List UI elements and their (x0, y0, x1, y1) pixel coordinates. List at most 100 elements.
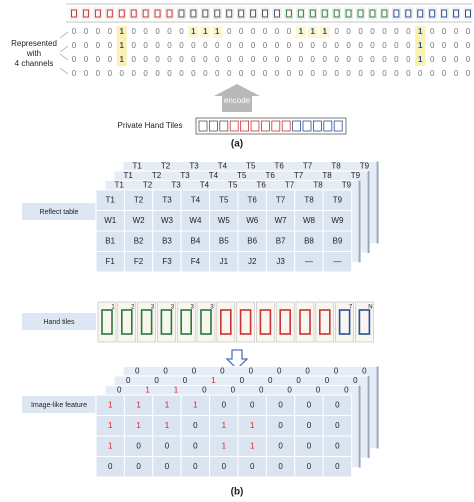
label-box (22, 203, 96, 220)
tile (295, 301, 315, 343)
matrix-cell: 0 (72, 69, 77, 78)
channel-bracket (59, 31, 69, 75)
table-cell: 0 (278, 400, 283, 409)
matrix-cell: 0 (454, 69, 459, 78)
tile-glyph (273, 9, 280, 18)
table-cell: 1 (165, 400, 170, 409)
tile-mark: N (368, 305, 372, 311)
tile (256, 301, 275, 343)
matrix-cell: 0 (84, 55, 89, 64)
hand-tiles (198, 120, 343, 132)
table-cell: T1 (106, 195, 116, 204)
matrix-cell: 0 (263, 55, 268, 64)
matrix-cell: 1 (418, 41, 423, 50)
matrix-cell: 0 (382, 41, 387, 50)
matrix-cell: 0 (430, 41, 435, 50)
table-cell: B3 (162, 236, 172, 245)
tile-glyph (220, 309, 232, 335)
matrix-cell: 0 (227, 41, 232, 50)
table-cell: 0 (287, 386, 292, 395)
matrix-cell: 0 (108, 27, 113, 36)
tile (236, 301, 255, 343)
matrix-cell: 0 (227, 69, 232, 78)
tile-mark: 3 (151, 305, 155, 311)
tile-glyph (312, 120, 322, 132)
tile-icon (427, 7, 437, 20)
table-cell: T5 (237, 171, 247, 180)
tile-glyph (82, 9, 89, 18)
table-cell: B8 (304, 236, 314, 245)
tile-glyph (250, 120, 260, 132)
tile-glyph (357, 9, 364, 18)
matrix-cell: 0 (131, 41, 136, 50)
matrix-cell: 0 (275, 41, 280, 50)
tile-glyph (71, 9, 77, 18)
table-cell: W2 (133, 216, 146, 225)
table-cell: W5 (218, 216, 231, 225)
matrix-cell: 0 (394, 69, 399, 78)
table-cell: 0 (163, 367, 168, 376)
matrix-cell: 0 (358, 55, 363, 64)
tile-glyph (318, 309, 331, 335)
tile-glyph (140, 309, 153, 335)
tile-icon (141, 7, 150, 20)
matrix-cell: 0 (418, 69, 423, 78)
tile-icon (105, 7, 115, 20)
table-layer-shadow (376, 366, 379, 449)
tile-glyph (240, 120, 250, 132)
matrix-cell: 0 (96, 69, 101, 78)
matrix-cell: 0 (167, 55, 172, 64)
tile-mark: 7 (349, 305, 353, 311)
matrix-cell: 1 (418, 55, 423, 64)
table-cell: F1 (106, 257, 116, 266)
matrix-cell: 0 (179, 69, 184, 78)
tile-glyph (219, 120, 229, 132)
tile-glyph (297, 9, 304, 18)
tile-glyph (309, 9, 316, 18)
table-cell: T9 (351, 171, 361, 180)
table-layer-shadow (367, 171, 370, 253)
matrix-cell: 0 (84, 41, 89, 50)
matrix-cell: 0 (454, 27, 459, 36)
tile-glyph (281, 120, 291, 132)
table-cell: T5 (228, 181, 238, 190)
tile-glyph (299, 309, 311, 335)
matrix-cell: 0 (72, 27, 77, 36)
matrix-cell: 0 (275, 55, 280, 64)
channel-label: Represented (11, 39, 57, 48)
table-cell: B2 (134, 236, 144, 245)
matrix-cell: 0 (358, 69, 363, 78)
table-cell: 1 (136, 400, 141, 409)
encode-arrow (214, 84, 260, 112)
table-cell: 0 (305, 367, 310, 376)
matrix-cell: 0 (143, 41, 148, 50)
tile-glyph (239, 309, 252, 335)
matrix-cell: 1 (299, 27, 304, 36)
table-cell: 0 (316, 386, 321, 395)
tile-glyph (405, 9, 412, 18)
tile-glyph (285, 9, 292, 18)
tile-glyph (417, 9, 424, 18)
matrix-cell: 0 (203, 55, 208, 64)
matrix-cell: 0 (346, 27, 351, 36)
table-cell: B6 (247, 236, 257, 245)
table-cell: J2 (248, 257, 257, 266)
table-cell: 1 (193, 400, 198, 409)
table-cell: 0 (250, 400, 255, 409)
matrix-cell: 0 (131, 27, 136, 36)
matrix-cell: 0 (311, 41, 316, 50)
tile-glyph (154, 9, 161, 18)
table-cell: T2 (143, 181, 153, 190)
table-cell: 0 (362, 367, 367, 376)
matrix-cell: 0 (358, 27, 363, 36)
table-cell: — (333, 257, 341, 266)
table-cell: 0 (220, 367, 225, 376)
matrix-cell: 0 (108, 41, 113, 50)
matrix-cell: 0 (430, 55, 435, 64)
hand-tiles: 1 2 3 3 3 3 7 N (97, 301, 374, 343)
matrix-cell: 0 (466, 41, 471, 50)
matrix-cell: 0 (167, 69, 172, 78)
matrix-cell: 0 (72, 41, 77, 50)
label-box (22, 396, 96, 413)
table-cell: 0 (278, 441, 283, 450)
